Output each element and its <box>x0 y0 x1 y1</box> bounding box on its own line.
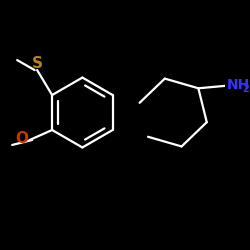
Text: O: O <box>16 131 29 146</box>
Text: S: S <box>32 56 43 71</box>
Text: 2: 2 <box>242 84 249 94</box>
Text: NH: NH <box>227 78 250 92</box>
